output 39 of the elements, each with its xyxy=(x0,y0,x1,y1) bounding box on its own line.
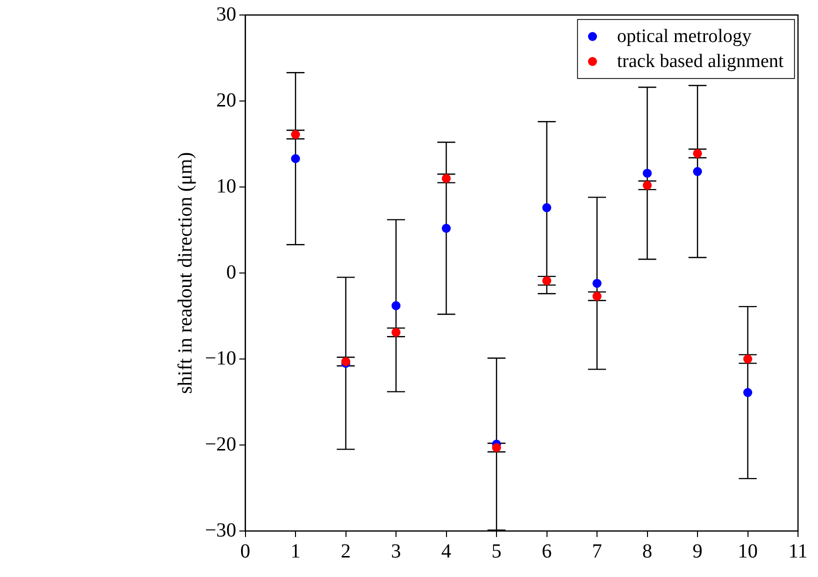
point xyxy=(542,203,552,212)
y-tick-label: −10 xyxy=(205,347,236,370)
x-tick-label: 2 xyxy=(340,540,351,562)
y-tick-label: −30 xyxy=(205,519,236,542)
x-tick-label: 4 xyxy=(441,540,452,562)
point xyxy=(442,174,451,183)
point xyxy=(592,292,602,301)
point xyxy=(442,224,451,233)
point xyxy=(743,388,752,398)
legend-label: optical metrology xyxy=(617,26,752,48)
x-tick-label: 3 xyxy=(391,540,402,562)
point xyxy=(642,168,652,178)
point xyxy=(693,148,702,158)
point xyxy=(392,328,401,337)
y-tick-label: 0 xyxy=(226,261,236,284)
point xyxy=(693,167,702,176)
point xyxy=(743,354,752,364)
x-tick-label: 10 xyxy=(738,540,758,562)
legend-label: track based alignment xyxy=(617,50,784,72)
y-tick-label: −20 xyxy=(205,433,236,456)
x-tick-label: 5 xyxy=(492,540,502,562)
y-tick-label: 10 xyxy=(216,175,236,198)
y-tick-label: 20 xyxy=(216,89,236,112)
point xyxy=(392,301,401,310)
x-tick-label: 9 xyxy=(692,540,703,562)
point xyxy=(642,180,652,190)
point xyxy=(291,154,300,164)
x-tick-label: 0 xyxy=(240,540,250,562)
y-tick-label: 30 xyxy=(216,3,236,26)
x-tick-label: 8 xyxy=(642,540,652,562)
point xyxy=(291,130,300,140)
x-tick-label: 11 xyxy=(788,540,808,562)
point xyxy=(542,276,552,286)
y-axis-title: shift in readout direction (μm) xyxy=(174,152,196,394)
x-tick-label: 7 xyxy=(592,540,602,562)
x-tick-label: 6 xyxy=(542,540,552,562)
x-tick-label: 1 xyxy=(290,540,301,562)
point xyxy=(592,278,602,288)
point xyxy=(492,443,502,452)
